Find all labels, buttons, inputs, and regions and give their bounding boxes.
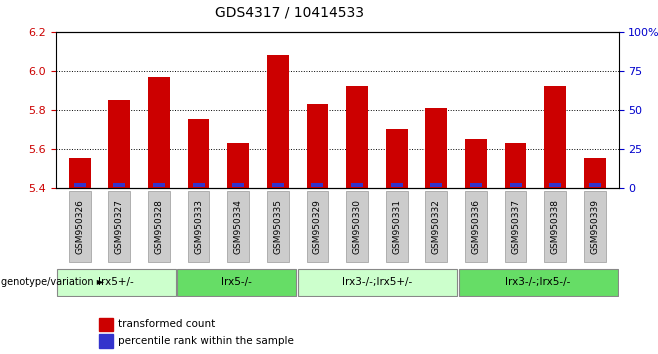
Bar (272, 183, 284, 187)
Bar (311, 183, 324, 187)
Bar (99, 334, 113, 348)
Bar (584, 159, 605, 188)
Bar (307, 104, 328, 188)
Text: lrx3-/-;lrx5-/-: lrx3-/-;lrx5-/- (505, 277, 571, 287)
Bar (509, 183, 522, 187)
Bar (549, 183, 561, 187)
Text: GDS4317 / 10414533: GDS4317 / 10414533 (215, 5, 364, 19)
Text: GSM950330: GSM950330 (353, 199, 361, 254)
Text: GSM950338: GSM950338 (551, 199, 560, 254)
Bar (346, 86, 368, 188)
Text: GSM950329: GSM950329 (313, 199, 322, 254)
Text: GSM950335: GSM950335 (273, 199, 282, 254)
Bar (148, 77, 170, 188)
Bar (232, 183, 244, 187)
FancyBboxPatch shape (69, 191, 91, 262)
Bar (188, 120, 209, 188)
Bar (470, 183, 482, 187)
Bar (109, 100, 130, 188)
Text: transformed count: transformed count (118, 319, 215, 329)
Text: GSM950331: GSM950331 (392, 199, 401, 254)
Text: GSM950326: GSM950326 (75, 199, 84, 254)
FancyBboxPatch shape (386, 191, 407, 262)
Text: GSM950336: GSM950336 (471, 199, 480, 254)
Text: lrx5-/-: lrx5-/- (221, 277, 252, 287)
Bar (544, 86, 566, 188)
Bar (267, 55, 289, 188)
Bar (505, 143, 526, 188)
FancyBboxPatch shape (109, 191, 130, 262)
Bar (177, 269, 296, 296)
FancyBboxPatch shape (505, 191, 526, 262)
FancyBboxPatch shape (544, 191, 566, 262)
Bar (227, 143, 249, 188)
Bar (99, 318, 113, 331)
Text: GSM950327: GSM950327 (114, 199, 124, 254)
Text: percentile rank within the sample: percentile rank within the sample (118, 336, 294, 346)
Bar (113, 183, 125, 187)
Text: GSM950334: GSM950334 (234, 199, 243, 254)
Bar (298, 269, 457, 296)
Text: GSM950332: GSM950332 (432, 199, 441, 254)
FancyBboxPatch shape (346, 191, 368, 262)
Bar (425, 108, 447, 188)
FancyBboxPatch shape (584, 191, 605, 262)
Text: GSM950328: GSM950328 (155, 199, 163, 254)
Bar (351, 183, 363, 187)
FancyBboxPatch shape (188, 191, 209, 262)
FancyBboxPatch shape (148, 191, 170, 262)
Text: lrx5+/-: lrx5+/- (98, 277, 134, 287)
Bar (430, 183, 442, 187)
Bar (74, 183, 86, 187)
FancyBboxPatch shape (307, 191, 328, 262)
Text: genotype/variation ►: genotype/variation ► (1, 277, 104, 287)
FancyBboxPatch shape (267, 191, 289, 262)
Bar (69, 159, 91, 188)
Text: GSM950333: GSM950333 (194, 199, 203, 254)
Bar (193, 183, 205, 187)
Text: GSM950337: GSM950337 (511, 199, 520, 254)
Text: GSM950339: GSM950339 (590, 199, 599, 254)
Text: lrx3-/-;lrx5+/-: lrx3-/-;lrx5+/- (342, 277, 413, 287)
Bar (459, 269, 618, 296)
Bar (391, 183, 403, 187)
Bar (589, 183, 601, 187)
Bar (57, 269, 176, 296)
Bar (153, 183, 165, 187)
Bar (465, 139, 487, 188)
FancyBboxPatch shape (465, 191, 487, 262)
FancyBboxPatch shape (227, 191, 249, 262)
Bar (386, 129, 407, 188)
FancyBboxPatch shape (425, 191, 447, 262)
